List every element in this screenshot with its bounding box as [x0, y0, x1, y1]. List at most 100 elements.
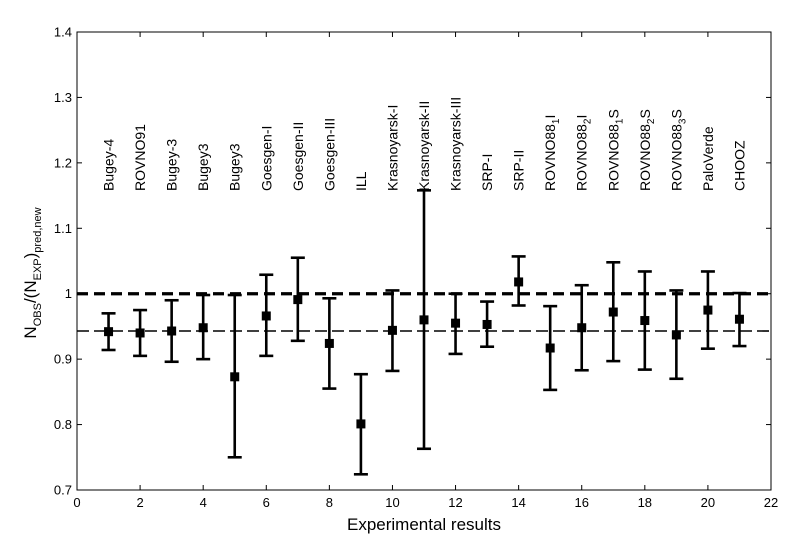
- experiment-label-subscript: 1: [614, 118, 625, 124]
- x-tick-label: 8: [326, 495, 333, 510]
- experiment-labels: Bugey-4 ROVNO91 Bugey-3 Bugey3 Bugey3 Goesgen…: [101, 97, 748, 191]
- data-point: [356, 419, 366, 429]
- x-tick-label: 6: [263, 495, 270, 510]
- y-tick-label: 0.7: [54, 483, 72, 498]
- experiment-label-text: ILL: [353, 171, 369, 191]
- y-tick-label: 0.8: [54, 417, 72, 432]
- experiment-label-text: ROVNO88: [637, 124, 653, 191]
- y-tick-label: 1: [65, 286, 72, 301]
- y-tick-label: 1.1: [54, 221, 72, 236]
- data-marks: [101, 189, 747, 476]
- experiment-label-subscript: 1: [551, 118, 562, 124]
- x-tick-label: 18: [638, 495, 652, 510]
- experiment-label: ROVNO881I: [542, 115, 562, 191]
- y-label-part-main: N: [21, 326, 40, 338]
- data-point: [293, 295, 303, 305]
- experiment-label: Krasnoyarsk-II: [416, 101, 432, 191]
- experiment-label: SRP-I: [479, 154, 495, 191]
- x-tick-label: 4: [200, 495, 207, 510]
- data-point: [482, 319, 492, 329]
- experiment-label: ROVNO883S: [668, 109, 688, 191]
- data-point: [387, 325, 397, 335]
- experiment-label: Bugey-3: [164, 139, 180, 191]
- experiment-label-subscript: 2: [646, 118, 657, 124]
- experiment-label: Bugey3: [227, 143, 243, 191]
- experiment-label: CHOOZ: [731, 140, 747, 191]
- experiment-label: Krasnoyarsk-I: [384, 105, 400, 191]
- experiment-label-text: PaloVerde: [700, 126, 716, 191]
- experiment-label-text: SRP-I: [479, 154, 495, 191]
- data-point: [514, 277, 524, 287]
- experiment-label-text: ROVNO88: [542, 124, 558, 191]
- x-tick-label: 2: [136, 495, 143, 510]
- data-point: [703, 305, 713, 315]
- experiment-label-text: SRP-II: [511, 150, 527, 191]
- experiment-label: ROVNO881S: [605, 109, 625, 191]
- experiment-label-text: Krasnoyarsk-III: [448, 97, 464, 191]
- experiment-label-text: Bugey3: [195, 143, 211, 191]
- y-tick-label: 1.3: [54, 90, 72, 105]
- experiment-label-text: CHOOZ: [731, 140, 747, 191]
- experiment-label-text: ROVNO91: [132, 124, 148, 191]
- experiment-label-suffix: S: [668, 109, 684, 118]
- experiment-label: Bugey3: [195, 143, 211, 191]
- data-point: [135, 328, 145, 338]
- y-label-sub-obs: OBS: [32, 303, 44, 326]
- experiment-label-text: Goesgen-III: [321, 118, 337, 191]
- experiment-label-suffix: S: [637, 109, 653, 118]
- experiment-label-suffix: I: [542, 115, 558, 119]
- experiment-label-text: Bugey-4: [101, 139, 117, 191]
- data-point: [577, 323, 587, 333]
- y-label-part-close: ): [21, 253, 40, 259]
- experiment-label-subscript: 2: [583, 118, 594, 124]
- y-axis-label: NOBS/(NEXP)pred,new: [21, 207, 44, 338]
- experiment-label: SRP-II: [511, 150, 527, 191]
- x-tick-label: 12: [448, 495, 462, 510]
- axes: 0 2 4 6 8 10 12 14 16 18 20 220.70.80.911.11.21.31.…: [54, 25, 778, 511]
- y-label-sub-pred: pred,new: [32, 207, 44, 252]
- data-point: [419, 315, 429, 325]
- data-point: [198, 323, 208, 333]
- data-point: [451, 318, 461, 328]
- experiment-label: Goesgen-III: [321, 118, 337, 191]
- data-point: [261, 311, 271, 321]
- plot-frame: [76, 31, 772, 491]
- data-point: [167, 326, 177, 336]
- experiment-label-text: ROVNO88: [605, 124, 621, 191]
- experiment-label-text: Goesgen-II: [290, 122, 306, 191]
- experiment-label: ROVNO882S: [637, 109, 657, 191]
- experiment-label: ILL: [353, 171, 369, 191]
- experiment-label-text: Bugey-3: [164, 139, 180, 191]
- x-tick-label: 20: [701, 495, 715, 510]
- data-point: [104, 327, 114, 337]
- experiment-label-suffix: S: [605, 109, 621, 118]
- experiment-label: PaloVerde: [700, 126, 716, 191]
- experiment-label: ROVNO91: [132, 124, 148, 191]
- y-label-sub-exp: EXP: [32, 258, 44, 280]
- data-point: [324, 338, 334, 348]
- x-tick-label: 14: [511, 495, 525, 510]
- experiment-label-text: ROVNO88: [668, 124, 684, 191]
- experiment-label: Krasnoyarsk-III: [448, 97, 464, 191]
- experiment-label-text: Krasnoyarsk-II: [416, 101, 432, 191]
- y-label-part-mid: /(N: [21, 280, 40, 303]
- x-tick-label: 0: [73, 495, 80, 510]
- x-tick-label: 22: [764, 495, 778, 510]
- experiment-label: Goesgen-I: [258, 126, 274, 191]
- experiment-label: Goesgen-II: [290, 122, 306, 191]
- y-tick-label: 0.9: [54, 352, 72, 367]
- data-point: [608, 307, 618, 317]
- data-point: [640, 316, 650, 326]
- experiment-label-text: Bugey3: [227, 143, 243, 191]
- experiment-label: Bugey-4: [101, 139, 117, 191]
- experiment-label-text: ROVNO88: [574, 124, 590, 191]
- data-point: [734, 314, 744, 324]
- x-axis-label: Experimental results: [347, 515, 501, 534]
- x-tick-label: 16: [574, 495, 588, 510]
- experiment-label-subscript: 3: [677, 118, 688, 124]
- experiment-label-suffix: I: [574, 115, 590, 119]
- data-point: [545, 343, 555, 353]
- experiment-label-text: Goesgen-I: [258, 126, 274, 191]
- x-tick-label: 10: [385, 495, 399, 510]
